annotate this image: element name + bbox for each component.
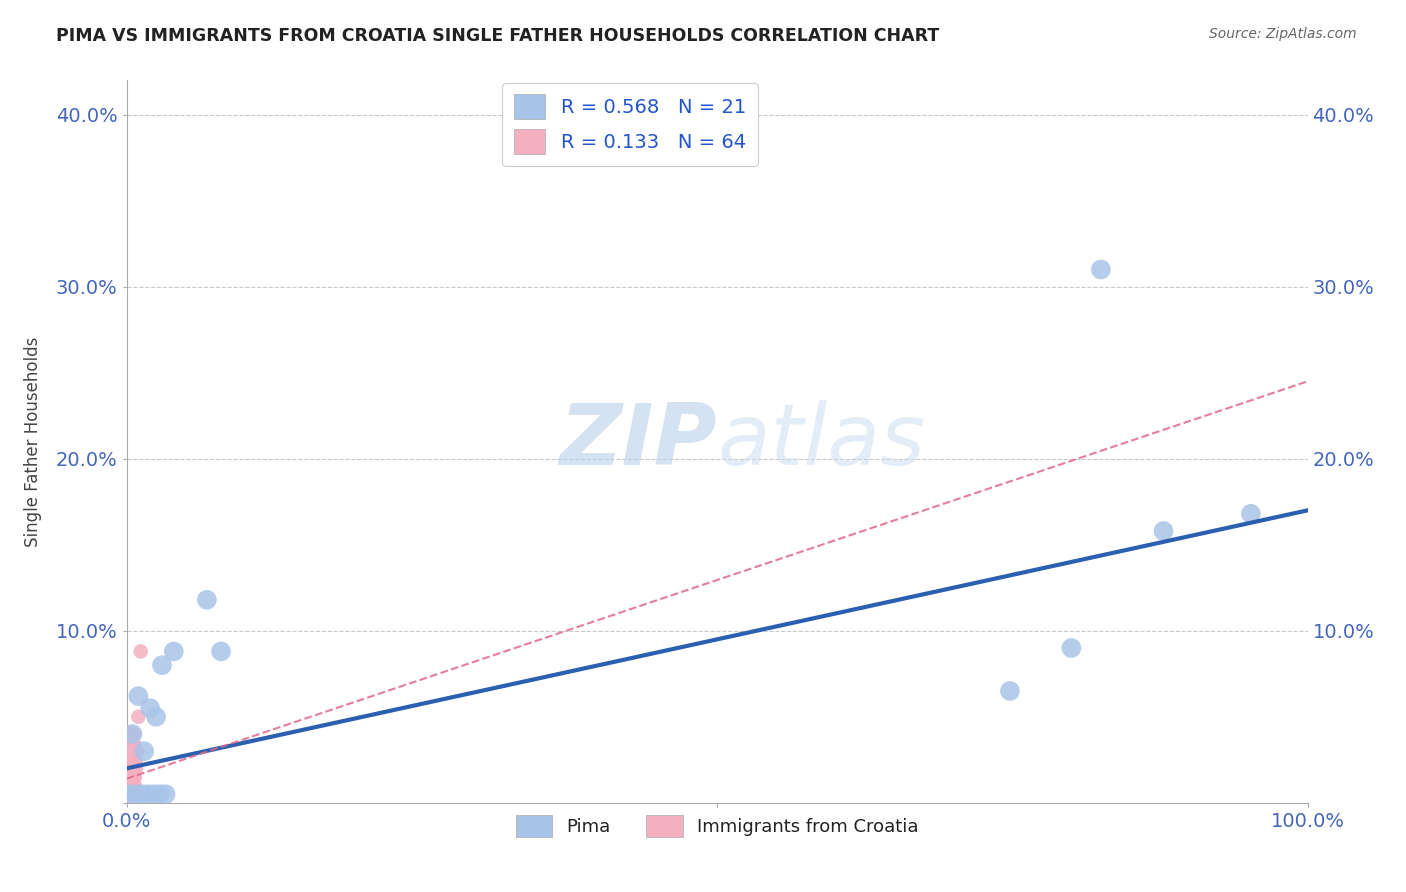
Point [122,753,145,767]
Point [120,744,142,758]
Point [121,753,143,767]
Text: ZIP: ZIP [560,400,717,483]
Point [117,735,139,749]
Point [121,753,143,767]
Point [121,779,143,793]
Point [120,735,142,749]
Point [118,787,141,801]
Point [142,787,165,801]
Point [120,770,142,784]
Text: Source: ZipAtlas.com: Source: ZipAtlas.com [1209,27,1357,41]
Point [121,727,143,741]
Point [998,684,1021,698]
Point [120,779,142,793]
Point [134,744,156,758]
Point [122,727,145,741]
Point [122,787,145,801]
Text: atlas: atlas [717,400,925,483]
Point [1240,507,1263,521]
Point [118,779,141,793]
Point [121,770,143,784]
Point [122,770,145,784]
Point [125,753,148,767]
Legend: Pima, Immigrants from Croatia: Pima, Immigrants from Croatia [509,808,925,845]
Point [120,787,142,801]
Point [1060,640,1083,655]
Point [120,770,142,784]
Point [122,779,145,793]
Point [120,779,142,793]
Point [121,761,143,775]
Point [117,753,139,767]
Point [209,644,232,658]
Point [121,735,143,749]
Point [120,753,142,767]
Point [120,744,142,758]
Y-axis label: Single Father Households: Single Father Households [24,336,42,547]
Point [125,787,148,801]
Point [129,644,152,658]
Point [136,787,159,801]
Point [121,787,143,801]
Point [117,727,139,741]
Point [121,744,143,758]
Point [127,689,149,703]
Point [118,753,141,767]
Point [121,779,143,793]
Point [121,744,143,758]
Point [120,761,142,775]
Point [120,761,142,775]
Point [117,770,139,784]
Point [127,710,149,724]
Point [121,735,143,749]
Text: PIMA VS IMMIGRANTS FROM CROATIA SINGLE FATHER HOUSEHOLDS CORRELATION CHART: PIMA VS IMMIGRANTS FROM CROATIA SINGLE F… [56,27,939,45]
Point [1090,262,1112,277]
Point [120,787,142,801]
Point [121,727,143,741]
Point [117,761,139,775]
Point [118,735,141,749]
Point [122,735,145,749]
Point [121,727,143,741]
Point [120,727,142,741]
Point [117,787,139,801]
Point [122,761,145,775]
Point [121,787,143,801]
Point [127,744,149,758]
Point [1153,524,1175,538]
Point [149,787,172,801]
Point [125,761,148,775]
Point [120,727,142,741]
Point [155,787,177,801]
Point [120,735,142,749]
Point [118,770,141,784]
Point [118,727,141,741]
Point [117,779,139,793]
Point [195,592,218,607]
Point [121,770,143,784]
Point [120,787,142,801]
Point [124,770,146,784]
Point [139,701,162,715]
Point [121,761,143,775]
Point [117,744,139,758]
Point [124,779,146,793]
Point [131,787,153,801]
Point [118,761,141,775]
Point [122,744,145,758]
Point [124,787,146,801]
Point [118,744,141,758]
Point [120,753,142,767]
Point [145,710,167,724]
Point [163,644,186,658]
Point [150,658,173,673]
